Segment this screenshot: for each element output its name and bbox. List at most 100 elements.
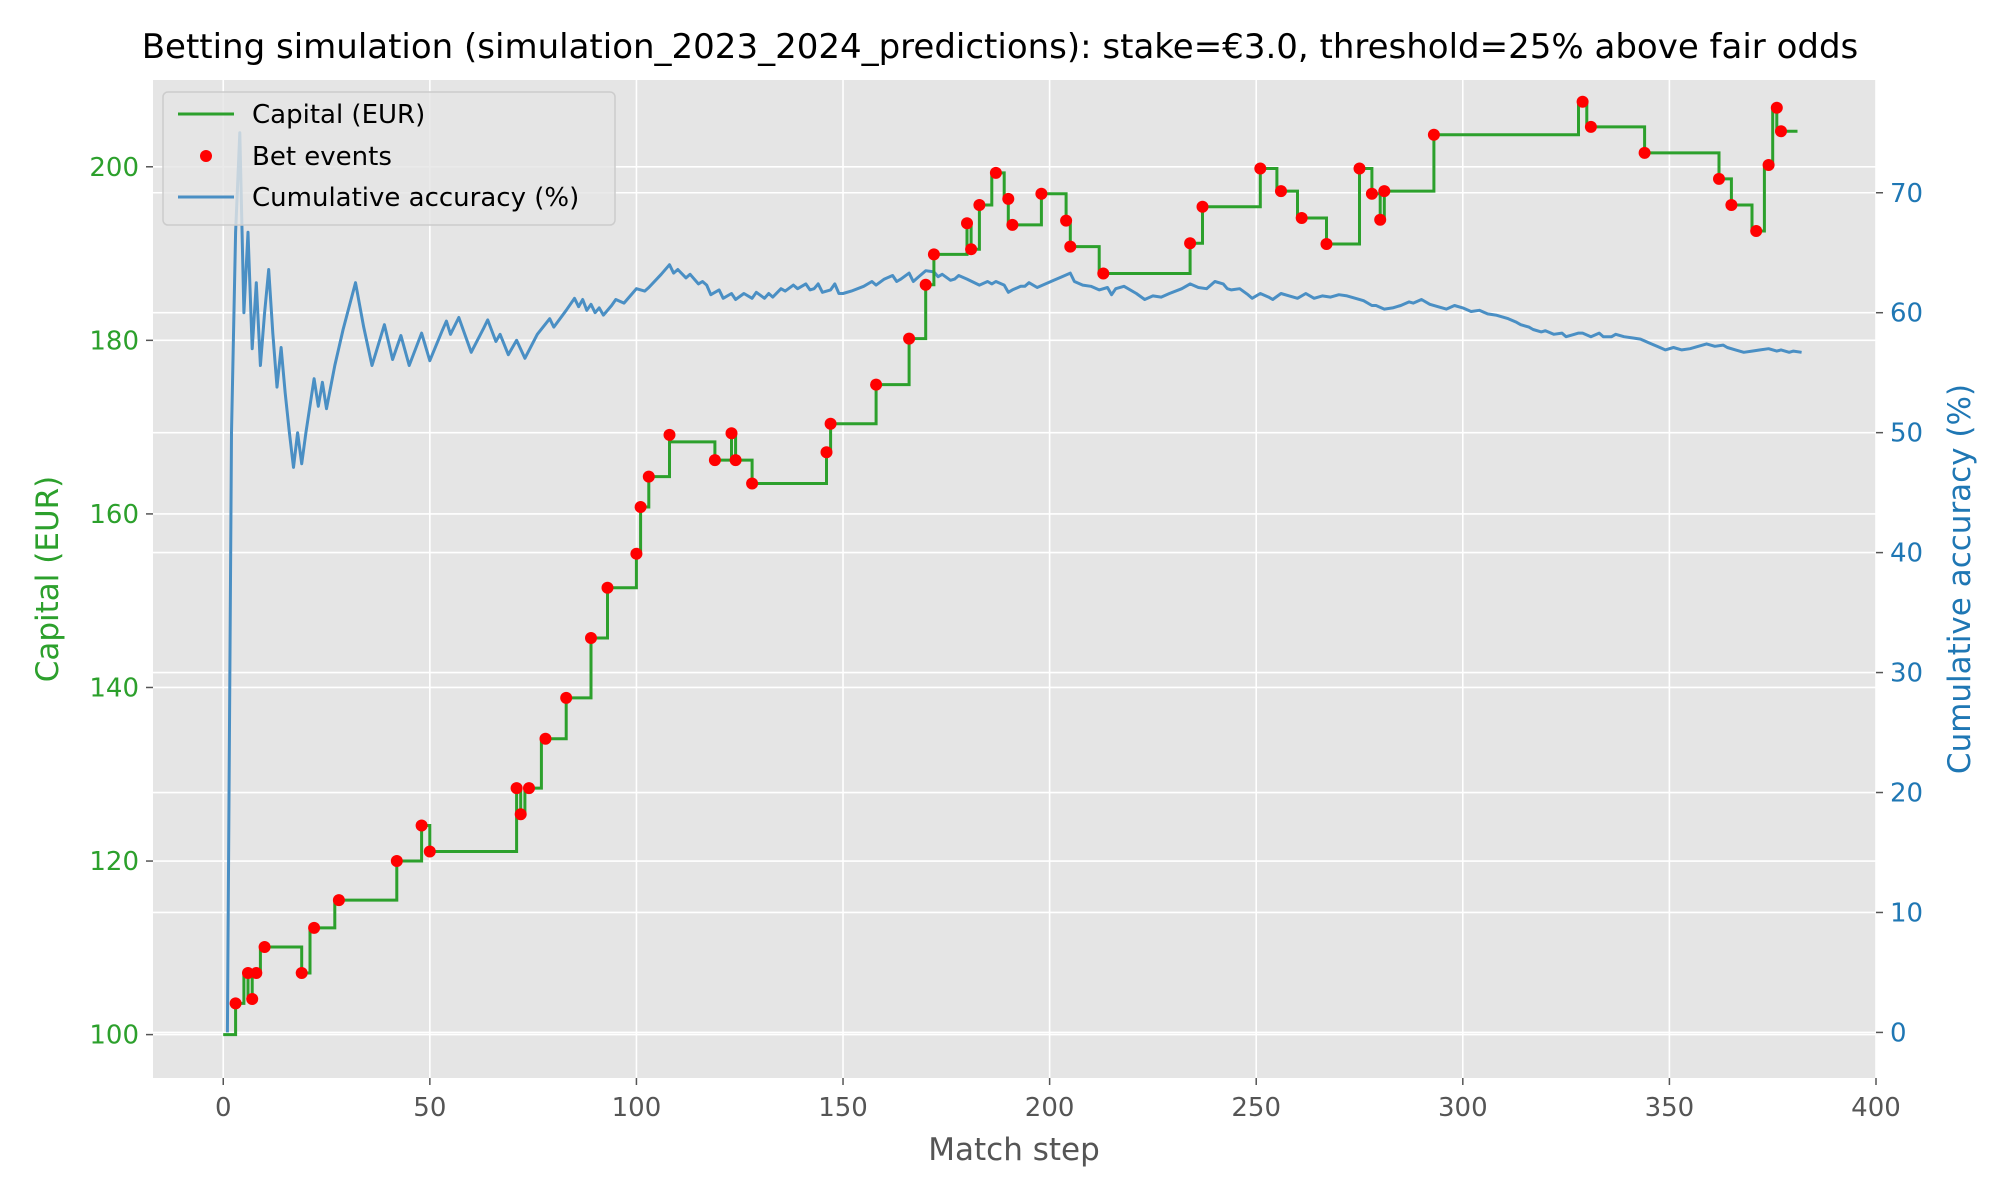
- y-right-tick-label: 70: [1890, 179, 1923, 209]
- bet-event-point: [514, 808, 527, 821]
- y-left-axis-label: Capital (EUR): [30, 476, 66, 683]
- y-right-tick-label: 40: [1890, 539, 1923, 569]
- bet-event-point: [1638, 146, 1651, 159]
- bet-event-point: [585, 632, 597, 644]
- bet-event-point: [820, 446, 833, 459]
- series-layer: [223, 95, 1802, 1037]
- x-tick-label: 300: [1438, 1093, 1488, 1123]
- bet-event-point: [1060, 214, 1073, 227]
- bet-event-point: [1762, 159, 1775, 171]
- legend-frame: [162, 91, 616, 226]
- y-right-axis-label: Cumulative accuracy (%): [1942, 384, 1978, 774]
- x-tick-label: 150: [818, 1093, 868, 1123]
- bet-event-point: [973, 199, 986, 211]
- bet-event-point: [295, 967, 308, 979]
- bet-event-point: [746, 477, 759, 490]
- bet-event-point: [1184, 237, 1197, 250]
- y-left-tick-label: 120: [89, 847, 139, 877]
- bet-event-point: [510, 782, 523, 795]
- y-left-tick-label: 180: [89, 326, 139, 356]
- bet-event-point: [539, 732, 552, 745]
- bet-event-point: [708, 454, 721, 467]
- bet-event-point: [1584, 120, 1597, 133]
- bet-event-point: [390, 855, 403, 867]
- bet-event-point: [663, 428, 676, 441]
- bet-event-point: [1275, 185, 1287, 198]
- x-tick-labels: 0 50 100 150 200 250 300 350 400: [215, 1078, 1901, 1123]
- y-right-tick-label: 60: [1890, 299, 1923, 329]
- x-tick-label: 100: [612, 1093, 662, 1123]
- legend-capital-label: Capital (EUR): [252, 100, 425, 130]
- x-tick-label: 0: [215, 1093, 232, 1123]
- y-left-tick-label: 160: [89, 500, 139, 530]
- x-tick-label: 350: [1645, 1093, 1695, 1123]
- bet-event-point: [1002, 192, 1015, 205]
- bet-event-point: [1320, 238, 1333, 250]
- bet-event-point: [1427, 128, 1440, 141]
- legend-accuracy-label: Cumulative accuracy (%): [252, 183, 579, 213]
- y-left-tick-label: 200: [89, 153, 139, 183]
- bet-event-point: [1775, 125, 1787, 138]
- y-left-tick-labels: 100 120 140 160 180 200: [89, 153, 153, 1051]
- bet-event-point: [1295, 212, 1308, 224]
- bet-event-point: [903, 332, 916, 345]
- bet-event-point: [1365, 187, 1378, 200]
- bet-event-point: [919, 278, 932, 291]
- accuracy-series-line: [225, 131, 1802, 1033]
- bet-event-point: [927, 248, 940, 261]
- y-left-tick-label: 100: [89, 1021, 139, 1051]
- bet-event-point: [1035, 187, 1048, 200]
- bet-event-point: [523, 782, 535, 795]
- bet-event-point: [229, 997, 242, 1010]
- bet-event-point: [1196, 200, 1209, 213]
- bet-event-point: [965, 243, 978, 256]
- bet-event-point: [642, 470, 655, 483]
- bet-event-point: [308, 921, 321, 934]
- bet-event-point: [601, 581, 614, 594]
- bet-event-point: [725, 427, 738, 440]
- y-right-gridlines: [153, 191, 1876, 1034]
- x-tick-label: 250: [1231, 1093, 1281, 1123]
- y-right-tick-label: 10: [1890, 898, 1923, 928]
- bet-event-point: [1378, 185, 1391, 198]
- bet-event-point: [870, 378, 883, 391]
- y-right-tick-label: 20: [1890, 779, 1923, 809]
- bet-event-point: [250, 967, 263, 979]
- bet-event-point: [1097, 267, 1110, 280]
- x-axis-label: Match step: [928, 1132, 1100, 1168]
- bet-event-point: [423, 845, 436, 858]
- bet-event-point: [1576, 95, 1589, 108]
- bet-event-point: [1770, 101, 1783, 114]
- bet-event-point: [989, 166, 1002, 179]
- bet-event-point: [630, 547, 643, 560]
- x-tick-label: 50: [413, 1093, 446, 1123]
- y-right-tick-labels: 0 10 20 30 40 50 60 70: [1876, 179, 1923, 1048]
- bet-event-point: [258, 941, 271, 953]
- x-tick-label: 400: [1851, 1093, 1901, 1123]
- legend: Capital (EUR) Bet events Cumulative accu…: [162, 91, 616, 226]
- bet-event-point: [1254, 162, 1267, 175]
- bet-event-point: [332, 894, 345, 907]
- bet-event-point: [1353, 162, 1366, 175]
- y-right-tick-label: 0: [1890, 1018, 1907, 1048]
- legend-bet-events-swatch: [200, 150, 212, 162]
- bet-event-point: [824, 417, 837, 430]
- bet-event-point: [415, 819, 428, 832]
- bet-event-point: [1064, 240, 1077, 253]
- bet-event-point: [1750, 225, 1763, 237]
- bet-event-point: [242, 967, 254, 979]
- bet-event-point: [961, 217, 973, 230]
- bet-event-point: [1725, 199, 1738, 211]
- bet-event-point: [634, 501, 647, 513]
- bet-event-point: [1713, 172, 1725, 185]
- legend-bet-events-label: Bet events: [252, 142, 392, 172]
- bet-event-point: [246, 993, 259, 1005]
- y-right-tick-label: 30: [1890, 659, 1923, 689]
- bet-event-point: [1006, 218, 1019, 231]
- x-tick-label: 200: [1025, 1093, 1075, 1123]
- y-left-tick-label: 140: [89, 673, 139, 703]
- bet-event-point: [560, 691, 573, 704]
- bet-event-point: [1374, 213, 1387, 226]
- bet-event-point: [729, 454, 742, 467]
